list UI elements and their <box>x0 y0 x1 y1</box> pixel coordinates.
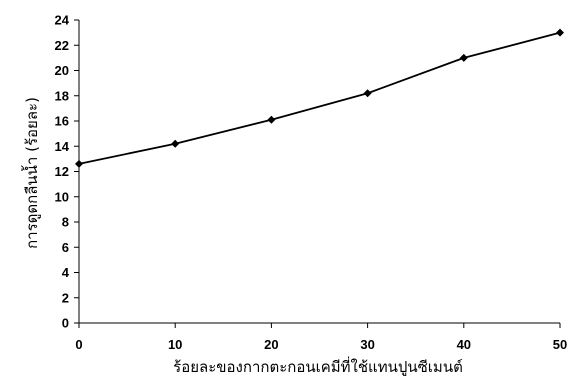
y-tick-label-6: 6 <box>62 240 69 255</box>
data-point-20 <box>267 115 276 124</box>
x-axis-title: ร้อยละของกากตะกอนเคมีที่ใช้แทนปูนซีเมนต์ <box>173 356 463 376</box>
data-point-50 <box>556 28 564 37</box>
y-tick-label-8: 8 <box>62 215 69 230</box>
data-point-10 <box>171 139 180 148</box>
y-axis-title: การดูดกลืนน้ำ (ร้อยละ) <box>21 97 41 249</box>
y-tick-label-10: 10 <box>55 189 69 204</box>
x-tick-label-30: 30 <box>360 337 374 352</box>
x-tick-label-40: 40 <box>457 337 471 352</box>
x-tick-label-10: 10 <box>168 337 182 352</box>
y-tick-label-2: 2 <box>62 290 69 305</box>
y-tick-label-16: 16 <box>55 114 69 129</box>
data-point-0 <box>75 159 83 168</box>
data-point-30 <box>363 89 372 98</box>
y-tick-label-14: 14 <box>55 139 70 154</box>
y-tick-label-12: 12 <box>55 164 69 179</box>
y-tick-label-4: 4 <box>62 265 70 280</box>
y-tick-label-18: 18 <box>55 88 69 103</box>
y-tick-label-0: 0 <box>62 316 69 331</box>
y-tick-label-22: 22 <box>55 38 69 53</box>
x-tick-label-20: 20 <box>264 337 278 352</box>
y-tick-label-24: 24 <box>55 13 70 28</box>
x-tick-label-0: 0 <box>75 337 82 352</box>
x-tick-label-50: 50 <box>553 337 567 352</box>
series-line <box>78 31 561 165</box>
data-point-40 <box>459 53 468 62</box>
y-tick-label-20: 20 <box>55 63 69 78</box>
